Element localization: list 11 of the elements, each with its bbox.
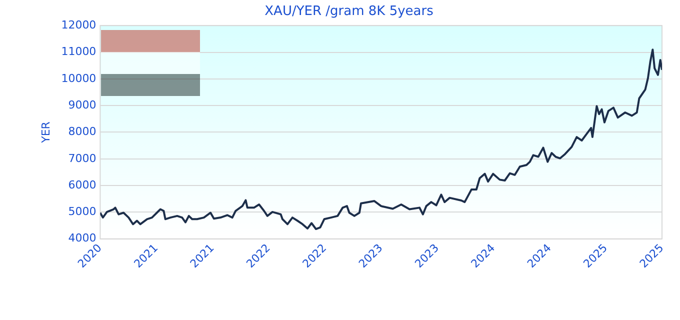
y-tick-label: 6000: [68, 178, 96, 192]
y-tick-label: 7000: [68, 152, 96, 165]
y-tick-label: 10000: [61, 72, 96, 85]
y-tick-label: 12000: [61, 18, 96, 32]
y-tick-label: 11000: [61, 45, 96, 58]
chart-title: XAU/YER /gram 8K 5years: [264, 4, 434, 20]
y-tick-label: 8000: [68, 125, 96, 138]
y-axis-title: YER: [39, 121, 52, 144]
y-tick-label: 5000: [68, 205, 96, 218]
y-tick-label: 9000: [68, 98, 96, 112]
y-tick-label: 4000: [68, 232, 96, 245]
